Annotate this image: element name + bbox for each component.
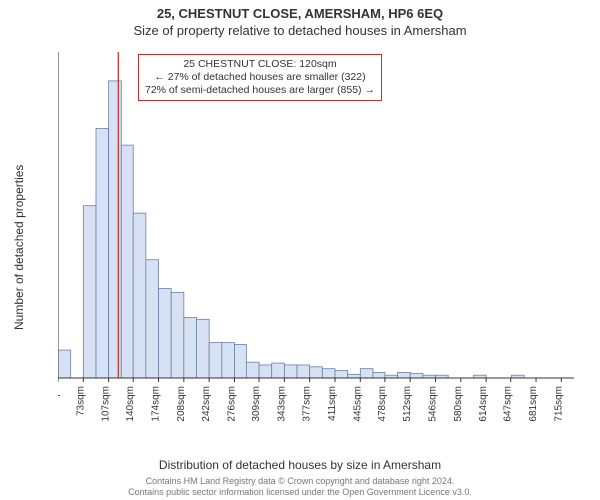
svg-text:715sqm: 715sqm: [553, 386, 564, 422]
annotation-line-1: 25 CHESTNUT CLOSE: 120sqm: [145, 58, 375, 71]
svg-text:343sqm: 343sqm: [276, 386, 287, 422]
attribution: Contains HM Land Registry data © Crown c…: [0, 476, 600, 498]
svg-text:140sqm: 140sqm: [125, 386, 136, 422]
attribution-line-2: Contains public sector information licen…: [0, 487, 600, 498]
x-axis-label: Distribution of detached houses by size …: [0, 458, 600, 472]
svg-text:512sqm: 512sqm: [402, 386, 413, 422]
svg-text:107sqm: 107sqm: [101, 386, 112, 422]
chart-svg: 05010015020025030035039sqm73sqm107sqm140…: [58, 48, 583, 448]
svg-text:276sqm: 276sqm: [226, 386, 237, 422]
svg-text:174sqm: 174sqm: [151, 386, 162, 422]
y-axis-label: Number of detached properties: [12, 165, 26, 330]
attribution-line-1: Contains HM Land Registry data © Crown c…: [0, 476, 600, 487]
svg-text:208sqm: 208sqm: [176, 386, 187, 422]
svg-text:309sqm: 309sqm: [251, 386, 262, 422]
annotation-box: 25 CHESTNUT CLOSE: 120sqm ← 27% of detac…: [138, 54, 382, 101]
svg-text:411sqm: 411sqm: [327, 386, 338, 421]
chart-container: 25, CHESTNUT CLOSE, AMERSHAM, HP6 6EQ Si…: [0, 0, 600, 500]
svg-text:39sqm: 39sqm: [58, 386, 61, 416]
svg-text:647sqm: 647sqm: [503, 386, 514, 422]
svg-text:377sqm: 377sqm: [302, 386, 313, 422]
histogram-chart: 05010015020025030035039sqm73sqm107sqm140…: [58, 48, 583, 398]
svg-text:681sqm: 681sqm: [528, 386, 539, 422]
svg-text:580sqm: 580sqm: [453, 386, 464, 422]
annotation-line-2: ← 27% of detached houses are smaller (32…: [145, 71, 375, 84]
annotation-line-3: 72% of semi-detached houses are larger (…: [145, 84, 375, 97]
svg-text:614sqm: 614sqm: [478, 386, 489, 422]
svg-text:242sqm: 242sqm: [201, 386, 212, 422]
title-line-1: 25, CHESTNUT CLOSE, AMERSHAM, HP6 6EQ: [0, 0, 600, 21]
svg-text:478sqm: 478sqm: [377, 386, 388, 422]
title-line-2: Size of property relative to detached ho…: [0, 21, 600, 38]
svg-text:546sqm: 546sqm: [428, 386, 439, 422]
svg-text:445sqm: 445sqm: [352, 386, 363, 422]
svg-text:73sqm: 73sqm: [75, 386, 86, 416]
